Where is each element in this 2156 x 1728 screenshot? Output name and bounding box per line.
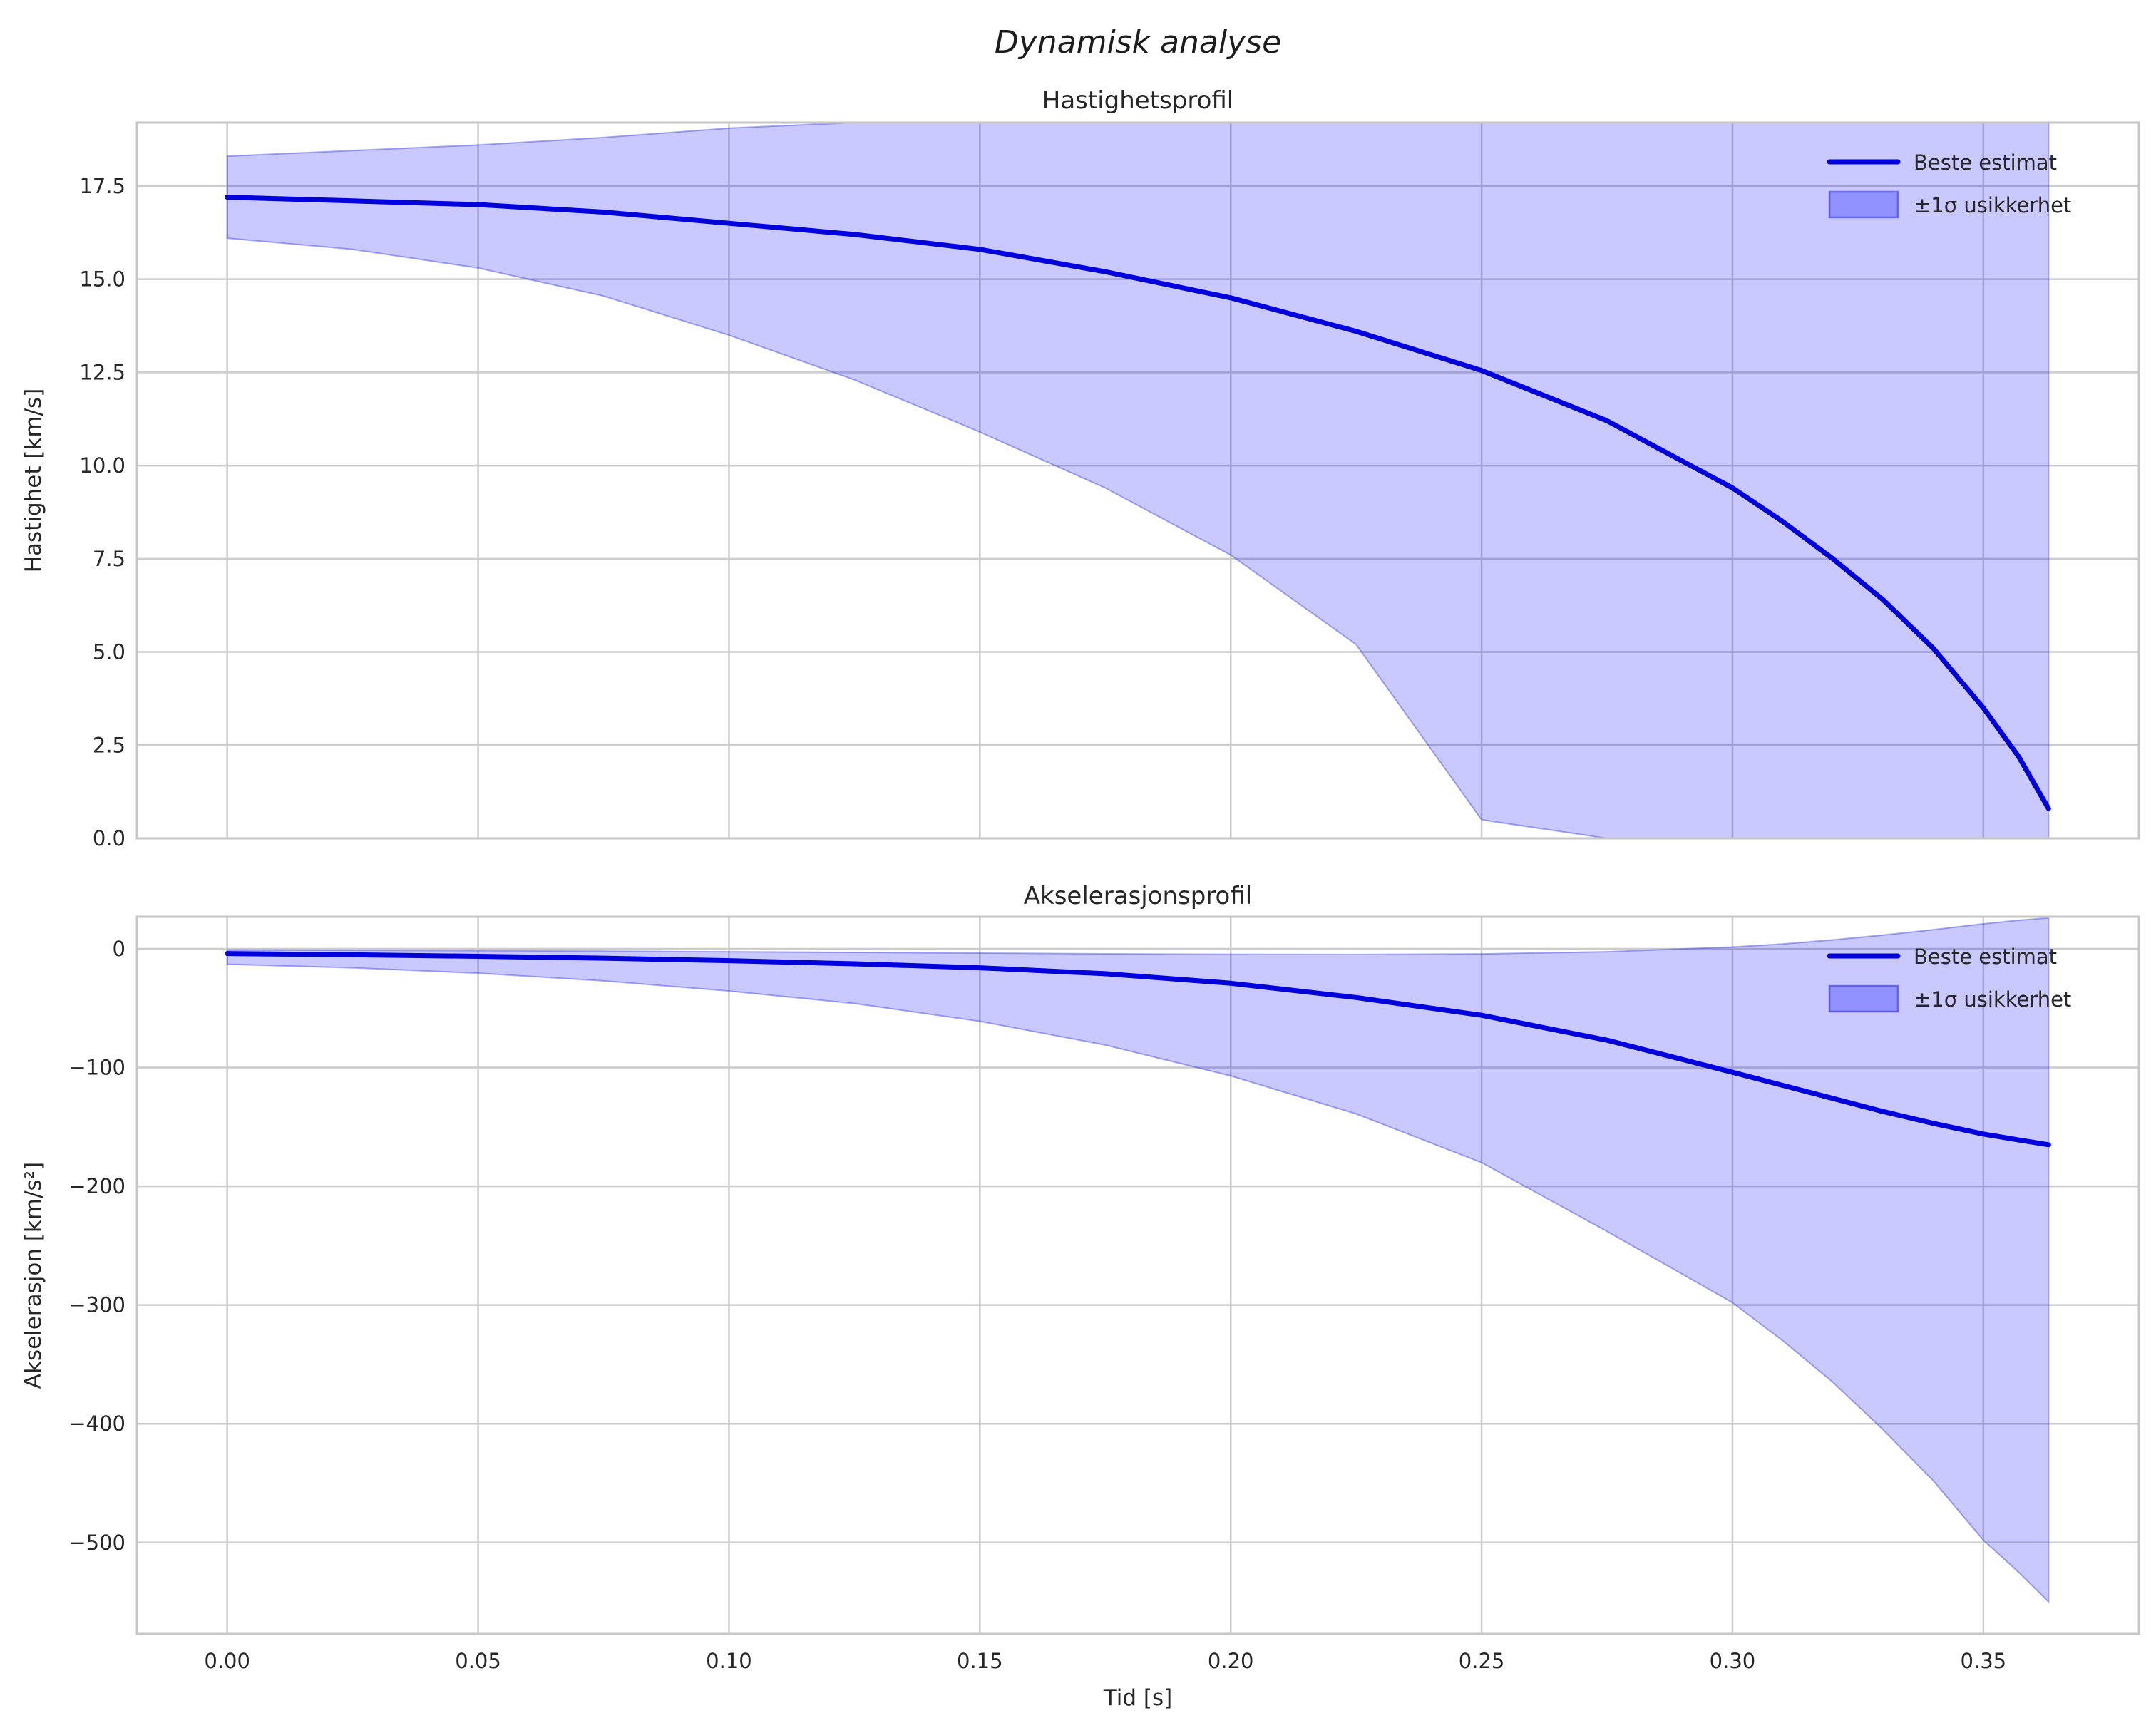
- velocity-legend: Beste estimat ±1σ usikkerhet: [1827, 150, 2071, 219]
- acceleration-chart: Akselerasjonsprofil 0 −100 −200 −300 −400 −50…: [21, 882, 2140, 1711]
- velocity-y-tick-label: 17.5: [79, 174, 125, 198]
- acceleration-y-tick-label: 0: [113, 937, 125, 961]
- velocity-chart: Hastighetsprofil 0.0 2.5 5.0 7.5 10.0 12.5 15.…: [21, 86, 2140, 850]
- x-tick-label: 0.30: [1710, 1649, 1756, 1673]
- velocity-y-tick-label: 0.0: [93, 826, 125, 850]
- acceleration-y-tick-label: −100: [68, 1056, 125, 1080]
- velocity-y-tick-label: 7.5: [93, 547, 125, 571]
- velocity-best-estimate-line: [225, 195, 2051, 811]
- figure-title: Dynamisk analyse: [995, 24, 1281, 61]
- acceleration-grid: [137, 917, 2139, 1634]
- acceleration-legend: Beste estimat ±1σ usikkerhet: [1827, 945, 2071, 1013]
- x-tick-label: 0.05: [455, 1649, 501, 1673]
- velocity-chart-title: Hastighetsprofil: [1042, 86, 1233, 115]
- velocity-y-axis-label: Hastighet [km/s]: [21, 389, 46, 573]
- acceleration-y-tick-label: −500: [68, 1531, 125, 1555]
- velocity-plot: 0.0 2.5 5.0 7.5 10.0 12.5 15.0 17.5: [79, 121, 2140, 850]
- acceleration-plot: 0 −100 −200 −300 −400 −500 0.00 0.05 0.10 0.15 0.2…: [68, 915, 2140, 1673]
- acceleration-y-axis-label: Akselerasjon [km/s²]: [21, 1162, 46, 1389]
- acceleration-y-tick-label: −200: [68, 1174, 125, 1198]
- acceleration-legend-label-best-estimate: Beste estimat: [1914, 945, 2057, 969]
- velocity-y-tick-label: 5.0: [93, 640, 125, 664]
- legend-band-sample-icon: [1828, 984, 1899, 1013]
- velocity-plot-border: [135, 121, 2140, 840]
- velocity-y-tick-label: 10.0: [79, 453, 125, 478]
- velocity-grid: [137, 123, 2139, 840]
- x-tick-label: 0.10: [706, 1649, 752, 1673]
- velocity-y-tick-label: 15.0: [79, 267, 125, 292]
- legend-band-sample-icon: [1828, 190, 1899, 219]
- acceleration-y-tick-label: −400: [68, 1411, 125, 1436]
- x-axis-label: Tid [s]: [1103, 1685, 1172, 1711]
- acceleration-uncertainty-band: [226, 917, 2050, 1604]
- velocity-y-tick-label: 12.5: [79, 360, 125, 384]
- x-tick-label: 0.25: [1459, 1649, 1505, 1673]
- x-tick-label: 0.00: [204, 1649, 250, 1673]
- x-tick-label: 0.15: [957, 1649, 1003, 1673]
- acceleration-legend-label-uncertainty: ±1σ usikkerhet: [1914, 987, 2071, 1012]
- acceleration-best-estimate-line: [225, 951, 2051, 1148]
- velocity-uncertainty-band: [226, 123, 2050, 838]
- velocity-legend-label-best-estimate: Beste estimat: [1914, 150, 2057, 175]
- acceleration-chart-title: Akselerasjonsprofil: [1024, 882, 1252, 910]
- acceleration-y-tick-label: −300: [68, 1293, 125, 1317]
- velocity-legend-label-uncertainty: ±1σ usikkerhet: [1914, 193, 2071, 217]
- velocity-y-tick-label: 2.5: [93, 733, 125, 757]
- x-tick-label: 0.35: [1961, 1649, 2007, 1673]
- x-tick-label: 0.20: [1208, 1649, 1254, 1673]
- acceleration-plot-border: [135, 915, 2140, 1635]
